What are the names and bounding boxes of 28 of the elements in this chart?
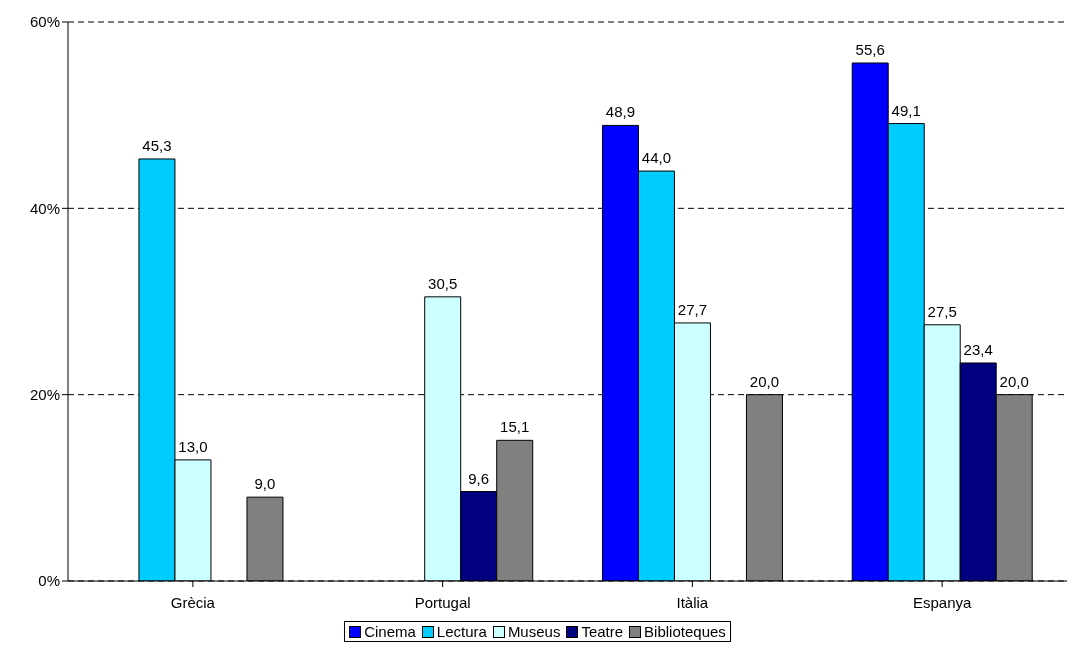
data-label: 9,6 — [468, 469, 490, 487]
data-label: 44,0 — [641, 149, 672, 167]
y-tick-label: 0% — [38, 572, 60, 590]
data-label: 30,5 — [428, 274, 458, 292]
legend-label: Museus — [506, 623, 561, 640]
data-label: 15,1 — [500, 418, 530, 436]
x-tick-label: Itàlia — [676, 593, 709, 611]
legend-label: Biblioteques — [643, 623, 726, 640]
data-label: 27,5 — [927, 302, 957, 320]
data-label: 13,0 — [178, 437, 208, 455]
data-label: 20,0 — [999, 372, 1029, 390]
data-label: 45,3 — [142, 136, 172, 154]
x-tick-label: Portugal — [414, 593, 471, 611]
data-label: 48,9 — [605, 103, 636, 121]
data-label: 55,6 — [855, 40, 885, 58]
data-label: 27,7 — [677, 300, 708, 318]
x-tick-label: Espanya — [912, 593, 972, 611]
y-tick-label: 40% — [29, 199, 60, 217]
legend-label: Teatre — [580, 623, 624, 640]
data-label: 49,1 — [891, 101, 921, 119]
x-tick-label: Grècia — [170, 593, 216, 611]
data-label: 9,0 — [254, 475, 276, 493]
data-label: 23,4 — [963, 340, 993, 358]
y-tick-label: 60% — [29, 13, 60, 31]
y-tick-label: 20% — [29, 385, 60, 403]
legend-label: Lectura — [435, 623, 487, 640]
data-label: 20,0 — [749, 372, 780, 390]
legend-label: Cinema — [363, 623, 416, 640]
